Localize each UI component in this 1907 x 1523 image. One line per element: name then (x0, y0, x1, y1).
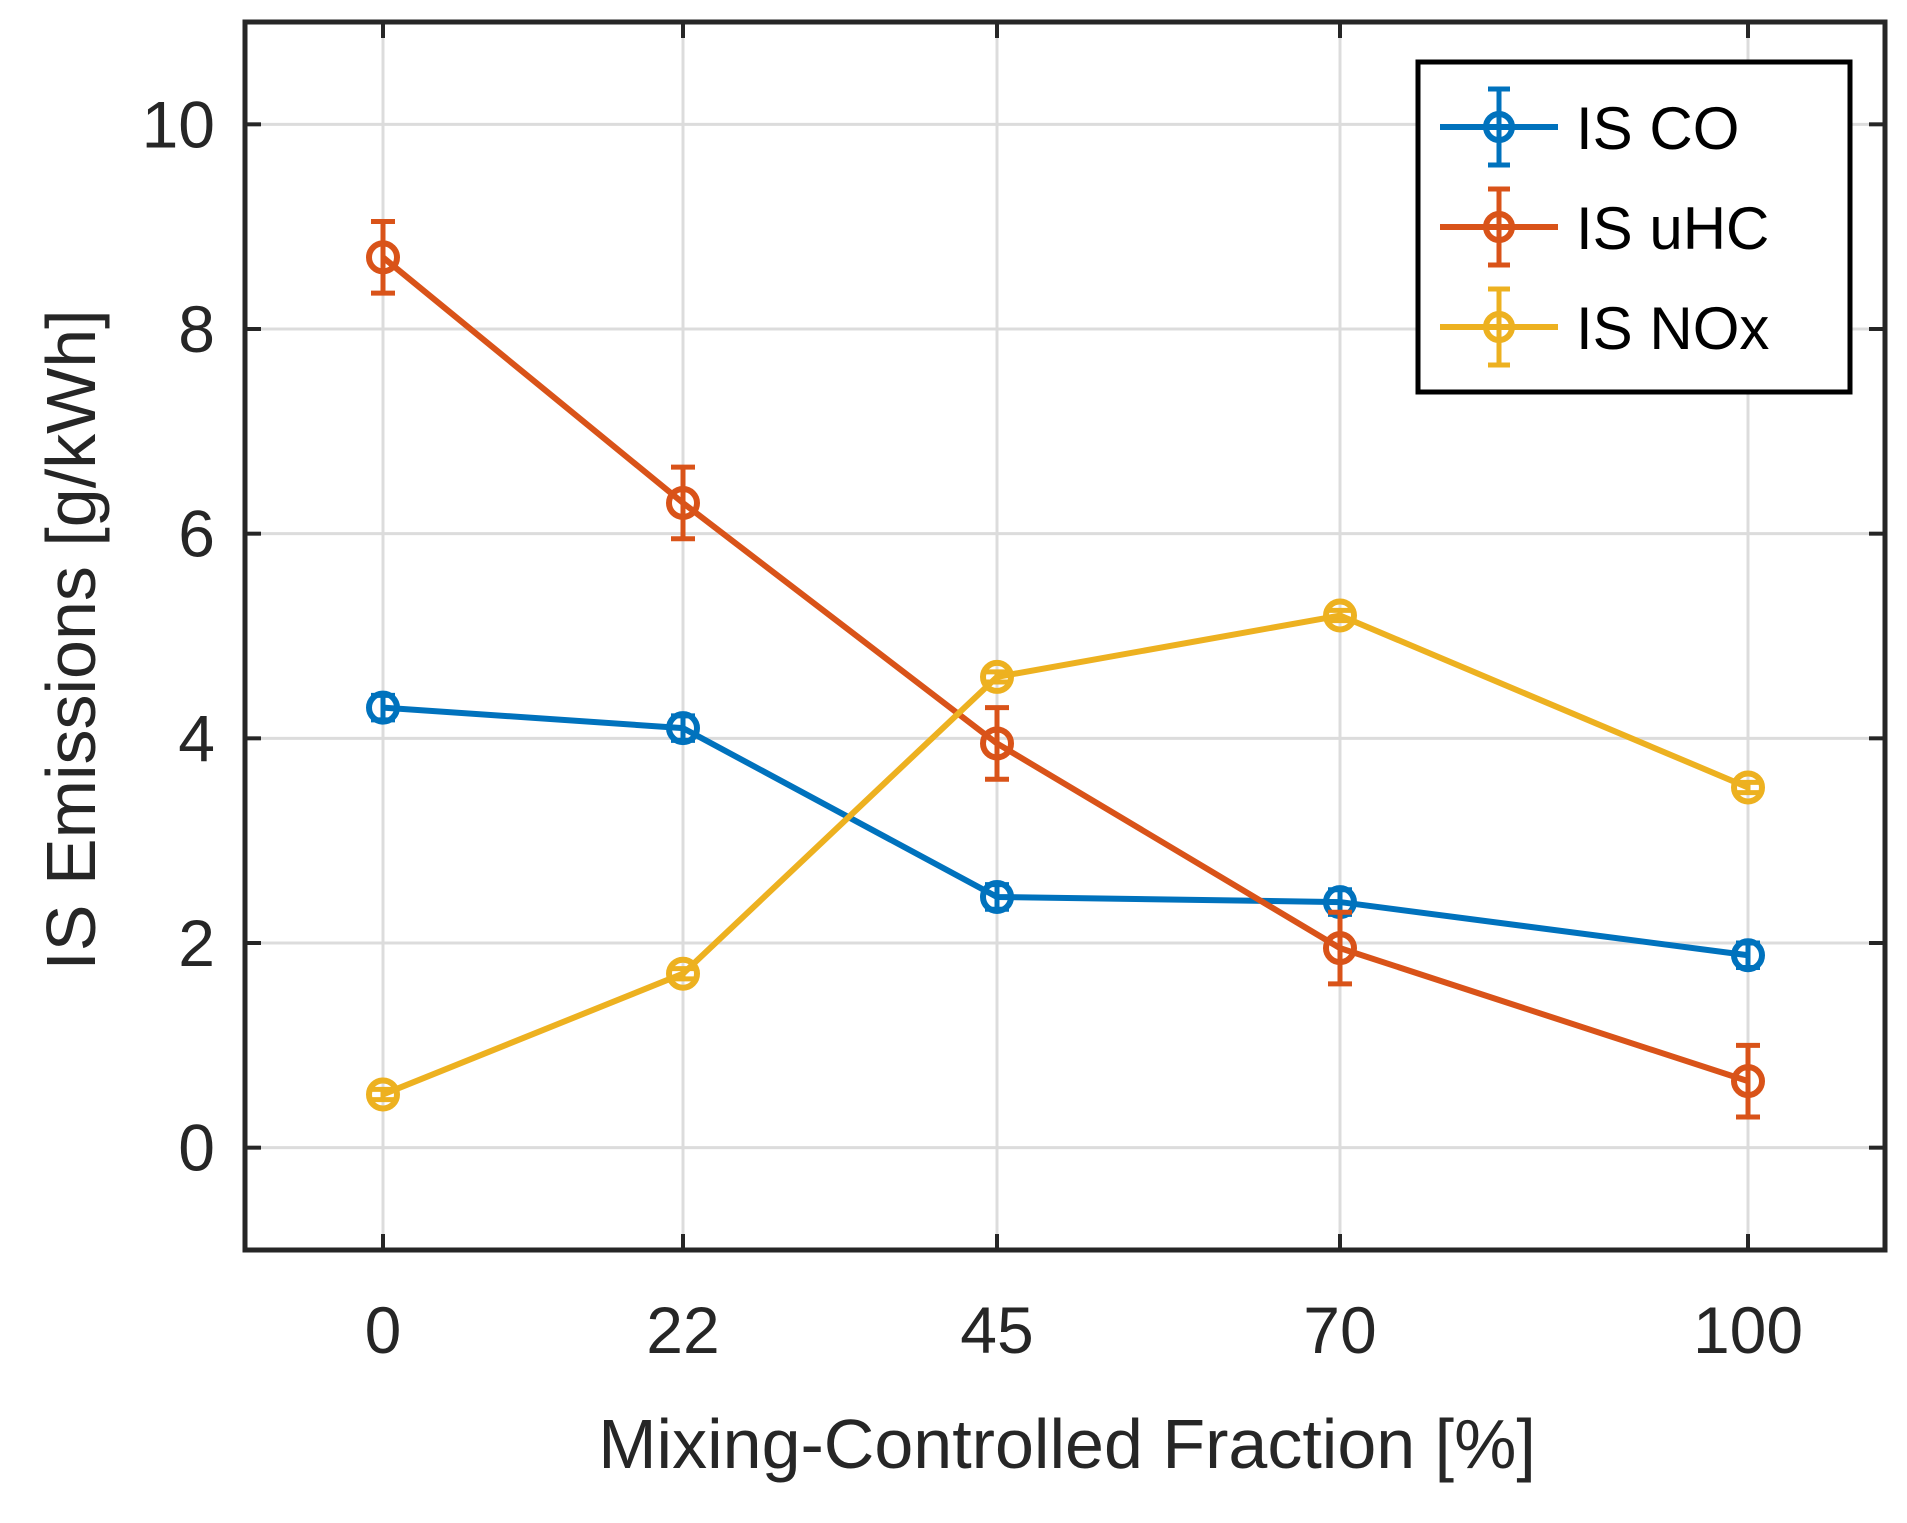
data-point (1731, 938, 1765, 973)
data-point (1323, 598, 1357, 633)
series-layer (366, 219, 1765, 1120)
x-axis-label: Mixing-Controlled Fraction [%] (598, 1405, 1536, 1483)
y-tick-label: 4 (178, 701, 215, 775)
legend-label: IS NOx (1576, 295, 1769, 362)
y-axis-label: IS Emissions [g/kWh] (32, 309, 110, 970)
legend: IS CO IS uHC IS NOx (1415, 59, 1853, 395)
plot-frame (242, 19, 1888, 1253)
series-line (382, 704, 1749, 959)
y-tick-label: 10 (142, 87, 215, 161)
data-point (666, 485, 700, 520)
data-point (366, 1077, 400, 1112)
x-tick-label: 70 (1303, 1293, 1376, 1367)
legend-entry: IS uHC (1440, 186, 1769, 268)
data-point (366, 690, 400, 725)
axes (242, 19, 1888, 1253)
data-point (366, 240, 400, 275)
data-point (1731, 1064, 1765, 1099)
x-tick-label: 0 (365, 1293, 402, 1367)
legend-marker (1483, 111, 1515, 143)
y-tick-label: 0 (178, 1111, 215, 1185)
series-is-co (366, 690, 1765, 973)
data-point (980, 879, 1014, 914)
y-tick-label: 8 (178, 292, 215, 366)
data-point (1731, 770, 1765, 805)
legend-entry: IS CO (1440, 86, 1739, 168)
data-point (980, 659, 1014, 694)
legend-label: IS CO (1576, 95, 1739, 162)
legend-marker (1483, 211, 1515, 243)
legend-marker (1483, 311, 1515, 343)
x-tick-label: 22 (646, 1293, 719, 1367)
x-tick-label: 100 (1693, 1293, 1803, 1367)
legend-entry: IS NOx (1440, 286, 1769, 368)
data-point (1323, 931, 1357, 966)
tick-labels: 0 22 45 70 100 0 2 4 6 8 10 (142, 87, 1803, 1367)
data-point (980, 726, 1014, 761)
series-is-nox (366, 598, 1765, 1112)
data-point (666, 956, 700, 991)
y-tick-label: 6 (178, 497, 215, 571)
series-line (381, 612, 1750, 1098)
x-tick-label: 45 (960, 1293, 1033, 1367)
data-point (666, 711, 700, 746)
y-tick-label: 2 (178, 906, 215, 980)
legend-label: IS uHC (1576, 195, 1769, 262)
series-is-uhc (366, 219, 1765, 1120)
